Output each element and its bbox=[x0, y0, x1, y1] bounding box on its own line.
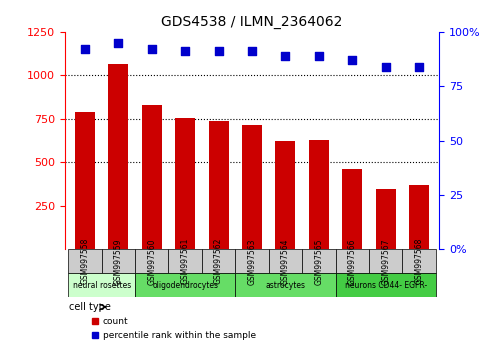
Text: GSM997567: GSM997567 bbox=[381, 238, 390, 285]
Point bbox=[81, 46, 89, 52]
FancyBboxPatch shape bbox=[202, 249, 236, 273]
FancyBboxPatch shape bbox=[169, 249, 202, 273]
Bar bbox=[342, 169, 362, 249]
FancyBboxPatch shape bbox=[302, 249, 335, 273]
Bar bbox=[309, 140, 329, 249]
FancyBboxPatch shape bbox=[335, 249, 369, 273]
FancyBboxPatch shape bbox=[268, 249, 302, 273]
FancyBboxPatch shape bbox=[335, 273, 436, 297]
Text: GSM997562: GSM997562 bbox=[214, 238, 223, 285]
Bar bbox=[75, 112, 95, 249]
Point bbox=[315, 53, 323, 59]
Point bbox=[114, 40, 122, 46]
Bar bbox=[142, 105, 162, 249]
Point bbox=[215, 48, 223, 54]
Text: cell type: cell type bbox=[69, 302, 110, 312]
Point bbox=[248, 48, 256, 54]
FancyBboxPatch shape bbox=[236, 273, 335, 297]
Point bbox=[181, 48, 189, 54]
Text: GSM997568: GSM997568 bbox=[415, 238, 424, 285]
Text: oligodendrocytes: oligodendrocytes bbox=[152, 281, 218, 290]
Legend: count, percentile rank within the sample: count, percentile rank within the sample bbox=[88, 314, 259, 343]
Point bbox=[281, 53, 289, 59]
Point bbox=[348, 57, 356, 63]
Text: astrocytes: astrocytes bbox=[265, 281, 305, 290]
Text: GSM997560: GSM997560 bbox=[147, 238, 156, 285]
FancyBboxPatch shape bbox=[102, 249, 135, 273]
Title: GDS4538 / ILMN_2364062: GDS4538 / ILMN_2364062 bbox=[161, 16, 343, 29]
Text: neural rosettes: neural rosettes bbox=[72, 281, 131, 290]
Bar bbox=[108, 64, 128, 249]
Point bbox=[382, 64, 390, 69]
Bar bbox=[209, 121, 229, 249]
FancyBboxPatch shape bbox=[68, 273, 135, 297]
FancyBboxPatch shape bbox=[68, 249, 102, 273]
Bar bbox=[242, 125, 262, 249]
FancyBboxPatch shape bbox=[369, 249, 402, 273]
Text: GSM997558: GSM997558 bbox=[80, 238, 89, 285]
Bar bbox=[376, 189, 396, 249]
Point bbox=[415, 64, 423, 69]
Bar bbox=[409, 185, 429, 249]
Bar bbox=[175, 118, 195, 249]
Text: neurons CD44- EGFR-: neurons CD44- EGFR- bbox=[344, 281, 427, 290]
Text: GSM997559: GSM997559 bbox=[114, 238, 123, 285]
Bar bbox=[275, 142, 295, 249]
FancyBboxPatch shape bbox=[402, 249, 436, 273]
Text: GSM997563: GSM997563 bbox=[248, 238, 256, 285]
Text: GSM997566: GSM997566 bbox=[348, 238, 357, 285]
FancyBboxPatch shape bbox=[236, 249, 268, 273]
Text: GSM997564: GSM997564 bbox=[281, 238, 290, 285]
Text: GSM997565: GSM997565 bbox=[314, 238, 323, 285]
FancyBboxPatch shape bbox=[135, 273, 236, 297]
Text: GSM997561: GSM997561 bbox=[181, 238, 190, 285]
Point bbox=[148, 46, 156, 52]
FancyBboxPatch shape bbox=[135, 249, 169, 273]
